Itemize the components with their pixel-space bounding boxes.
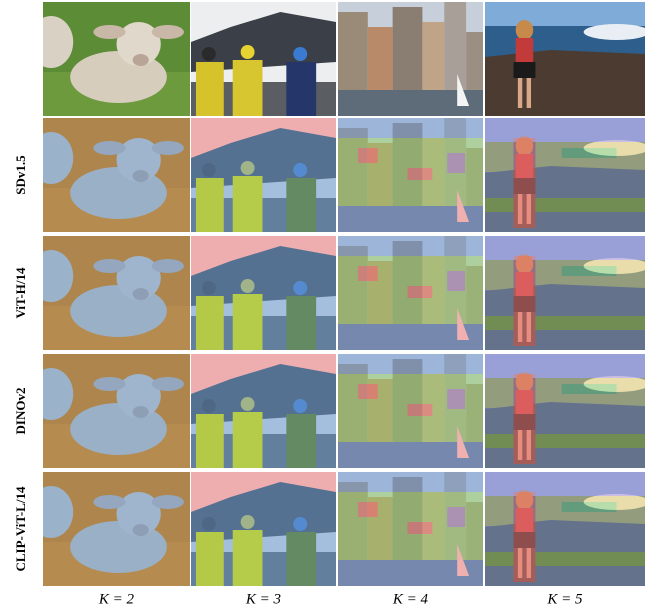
image bbox=[338, 2, 483, 116]
segmentation-image bbox=[191, 236, 336, 350]
panels bbox=[43, 2, 645, 586]
segment-overlay bbox=[191, 354, 336, 468]
image bbox=[43, 2, 190, 116]
segmentation-image bbox=[485, 354, 645, 468]
segmentation-image bbox=[338, 354, 483, 468]
column-label: K = 3 bbox=[245, 591, 281, 607]
segment-overlay bbox=[43, 236, 190, 350]
segment-overlay bbox=[191, 236, 336, 350]
column-label: K = 5 bbox=[546, 591, 583, 607]
segment-overlay bbox=[43, 472, 190, 586]
segment-overlay bbox=[43, 354, 190, 468]
segment-overlay bbox=[485, 354, 645, 468]
segment-overlay bbox=[338, 236, 483, 350]
scene bbox=[43, 2, 190, 116]
segmentation-image bbox=[191, 472, 336, 586]
segment-overlay bbox=[485, 236, 645, 350]
row-label: SDv1.5 bbox=[13, 155, 28, 195]
segmentation-image bbox=[191, 354, 336, 468]
segmentation-image bbox=[191, 118, 336, 232]
segmentation-image bbox=[43, 472, 190, 586]
scene bbox=[485, 2, 645, 116]
segmentation-image bbox=[338, 472, 483, 586]
segment-overlay bbox=[485, 118, 645, 232]
segmentation-image bbox=[43, 236, 190, 350]
segmentation-image bbox=[43, 118, 190, 232]
segmentation-image bbox=[338, 236, 483, 350]
segmentation-image bbox=[338, 118, 483, 232]
row-label: ViT-H/14 bbox=[13, 267, 28, 319]
segment-overlay bbox=[338, 118, 483, 232]
scene bbox=[191, 2, 336, 116]
image bbox=[485, 2, 645, 116]
segmentation-image bbox=[485, 236, 645, 350]
image bbox=[191, 2, 336, 116]
column-label: K = 4 bbox=[392, 591, 429, 607]
segmentation-image bbox=[43, 354, 190, 468]
segmentation-image bbox=[485, 118, 645, 232]
segment-overlay bbox=[485, 472, 645, 586]
segment-overlay bbox=[338, 472, 483, 586]
segment-overlay bbox=[191, 118, 336, 232]
column-label: K = 2 bbox=[98, 591, 135, 607]
segment-overlay bbox=[43, 118, 190, 232]
row-label: DINOv2 bbox=[13, 388, 28, 435]
segment-overlay bbox=[338, 354, 483, 468]
scene bbox=[338, 2, 483, 116]
row-label: CLIP-ViT-L/14 bbox=[13, 486, 28, 571]
segment-overlay bbox=[191, 472, 336, 586]
segmentation-image bbox=[485, 472, 645, 586]
